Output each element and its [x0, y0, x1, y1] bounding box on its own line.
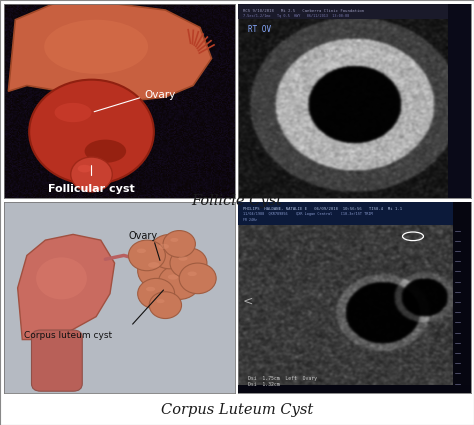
Ellipse shape: [84, 140, 126, 163]
Ellipse shape: [188, 272, 197, 276]
Circle shape: [179, 263, 216, 294]
Ellipse shape: [36, 257, 87, 299]
Text: Follicle Cyst: Follicle Cyst: [191, 194, 283, 208]
Ellipse shape: [87, 91, 128, 104]
Text: RT OV: RT OV: [248, 25, 271, 34]
Ellipse shape: [170, 238, 178, 242]
Circle shape: [149, 235, 191, 269]
PathPatch shape: [18, 235, 115, 340]
Text: 11/04/1988  QXR789856    QXR Logan Central    C10-3e/1ST TRIM: 11/04/1988 QXR789856 QXR Logan Central C…: [243, 212, 373, 216]
Circle shape: [29, 79, 154, 184]
Ellipse shape: [137, 249, 146, 253]
Text: FR 24Hz: FR 24Hz: [243, 218, 257, 222]
Text: RCS 9/10/2018   Mi 2.5   Canberra Clinic Foundation: RCS 9/10/2018 Mi 2.5 Canberra Clinic Fou…: [243, 9, 364, 14]
Ellipse shape: [168, 275, 178, 280]
FancyBboxPatch shape: [31, 330, 82, 391]
Circle shape: [137, 278, 174, 309]
Text: Dsi  1.32cm: Dsi 1.32cm: [248, 382, 279, 387]
Circle shape: [71, 157, 112, 192]
FancyBboxPatch shape: [238, 202, 471, 225]
PathPatch shape: [9, 0, 211, 101]
FancyBboxPatch shape: [238, 4, 471, 19]
Circle shape: [149, 292, 182, 319]
FancyBboxPatch shape: [453, 202, 471, 393]
Text: Corpus Luteum Cyst: Corpus Luteum Cyst: [161, 403, 313, 417]
Ellipse shape: [156, 299, 164, 303]
Ellipse shape: [78, 165, 91, 173]
Ellipse shape: [178, 256, 188, 261]
Ellipse shape: [55, 103, 91, 122]
Text: Corpus luteum cyst: Corpus luteum cyst: [24, 331, 112, 340]
Ellipse shape: [146, 287, 155, 292]
Text: <: <: [243, 295, 254, 308]
Text: Ovary: Ovary: [145, 90, 176, 100]
Circle shape: [170, 248, 207, 278]
Circle shape: [137, 252, 184, 290]
Text: Dsi  1.75cm  Left  Ovary: Dsi 1.75cm Left Ovary: [248, 376, 317, 381]
Text: 7.5ex/1.2/1mc   Tq 0.5  HWY   06/11/2013  13:00:08: 7.5ex/1.2/1mc Tq 0.5 HWY 06/11/2013 13:0…: [243, 14, 349, 18]
Circle shape: [163, 230, 195, 257]
Text: Ovary: Ovary: [128, 231, 157, 241]
Ellipse shape: [44, 20, 148, 74]
Text: Follicular cyst: Follicular cyst: [48, 184, 135, 194]
FancyBboxPatch shape: [448, 4, 471, 198]
Text: PHILIPS  HALDANE, NATALIE E   06/09/2018  10:56:56   TIS8.4  Mi 1.1: PHILIPS HALDANE, NATALIE E 06/09/2018 10…: [243, 207, 402, 210]
Circle shape: [158, 265, 200, 300]
Ellipse shape: [148, 262, 160, 268]
Circle shape: [128, 240, 165, 271]
FancyBboxPatch shape: [238, 385, 471, 393]
Ellipse shape: [159, 244, 169, 249]
